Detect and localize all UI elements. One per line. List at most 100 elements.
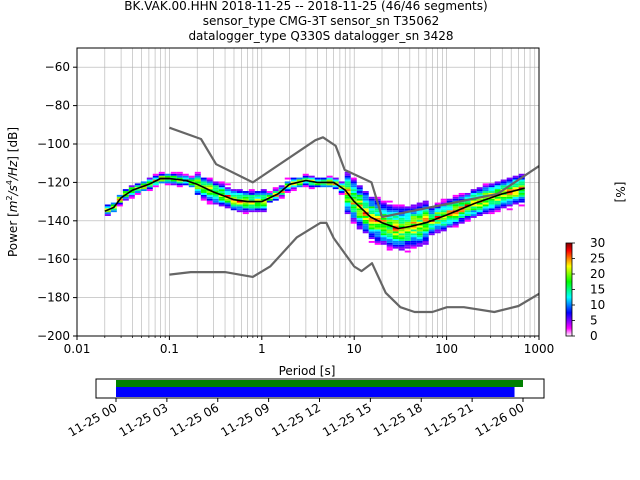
heatmap-cell — [374, 225, 381, 228]
heatmap-cell — [188, 185, 195, 188]
heatmap-cell — [506, 204, 513, 207]
heatmap-cell — [428, 216, 435, 218]
heatmap-cell — [164, 175, 171, 178]
heatmap-cell — [386, 204, 393, 207]
heatmap-cell — [470, 194, 477, 197]
heatmap-cell — [200, 196, 207, 199]
heatmap-cell — [446, 200, 453, 203]
heatmap-cell — [344, 194, 351, 197]
heatmap-cell — [368, 223, 375, 226]
heatmap-cell — [290, 179, 297, 182]
heatmap-cell — [230, 206, 237, 209]
heatmap-cell — [356, 225, 363, 228]
heatmap-cell — [494, 210, 501, 213]
heatmap-cell — [410, 223, 417, 226]
heatmap-cell — [404, 242, 411, 245]
heatmap-cell — [152, 183, 159, 186]
heatmap-cell — [398, 206, 405, 209]
heatmap-cell — [134, 189, 141, 192]
heatmap-cell — [266, 194, 273, 197]
heatmap-cell — [392, 225, 399, 228]
colorbar-tick-label: 10 — [590, 298, 605, 312]
heatmap-cell — [212, 187, 219, 190]
heatmap-cell — [512, 187, 519, 190]
heatmap-cell — [440, 229, 447, 232]
heatmap-cell — [344, 202, 351, 205]
heatmap-cell — [368, 240, 375, 243]
heatmap-cell — [380, 242, 387, 245]
heatmap-cell — [356, 221, 363, 224]
heatmap-cell — [386, 200, 393, 203]
heatmap-cell — [440, 210, 447, 213]
heatmap-cell — [350, 221, 357, 224]
heatmap-cell — [344, 177, 351, 180]
heatmap-cell — [242, 191, 249, 193]
heatmap-cell — [134, 192, 141, 195]
heatmap-cell — [452, 225, 459, 228]
heatmap-cell — [428, 227, 435, 230]
heatmap-cell — [272, 196, 279, 199]
heatmap-cell — [272, 192, 279, 195]
heatmap-cell — [158, 179, 165, 182]
heatmap-cell — [308, 181, 315, 184]
heatmap-cell — [182, 177, 189, 180]
heatmap-cell — [254, 208, 261, 211]
heatmap-cell — [500, 206, 507, 209]
heatmap-cell — [506, 187, 513, 190]
heatmap-cell — [170, 171, 177, 174]
heatmap-cell — [338, 191, 345, 193]
heatmap-cell — [410, 231, 417, 234]
heatmap-cell — [218, 189, 225, 192]
heatmap-cell — [500, 194, 507, 197]
heatmap-cell — [452, 219, 459, 222]
heatmap-cell — [440, 219, 447, 222]
heatmap-cell — [518, 185, 525, 188]
chart-title-line-2: sensor_type CMG-3T sensor_sn T35062 — [203, 14, 439, 28]
heatmap-cell — [428, 225, 435, 228]
heatmap-cell — [398, 217, 405, 220]
heatmap-cell — [464, 212, 471, 215]
heatmap-cell — [260, 208, 267, 211]
heatmap-cell — [374, 229, 381, 232]
heatmap-cell — [320, 183, 327, 186]
heatmap-cell — [398, 239, 405, 241]
heatmap-cell — [272, 198, 279, 201]
heatmap-cell — [380, 204, 387, 207]
heatmap-cell — [212, 183, 219, 186]
heatmap-cell — [380, 235, 387, 238]
heatmap-cell — [392, 216, 399, 218]
heatmap-cell — [350, 194, 357, 197]
heatmap-cell — [422, 214, 429, 216]
heatmap-cell — [284, 181, 291, 184]
heatmap-cell — [374, 239, 381, 241]
heatmap-cell — [236, 200, 243, 203]
heatmap-cell — [398, 214, 405, 216]
heatmap-cell — [134, 183, 141, 186]
heatmap-cell — [458, 202, 465, 205]
heatmap-cell — [194, 175, 201, 178]
heatmap-cell — [146, 181, 153, 184]
plot-frame — [76, 47, 540, 337]
heatmap-cell — [206, 177, 213, 180]
heatmap-cell — [464, 206, 471, 209]
heatmap-cell — [290, 185, 297, 188]
y-tick-label: −140 — [37, 214, 70, 228]
heatmap-cell — [512, 191, 519, 193]
heatmap-cell — [344, 171, 351, 174]
heatmap-cell — [212, 202, 219, 205]
heatmap-cell — [434, 231, 441, 234]
heatmap-cell — [428, 221, 435, 224]
heatmap-cell — [350, 187, 357, 190]
heatmap-cell — [230, 196, 237, 199]
heatmap-cell — [500, 204, 507, 207]
heatmap-cell — [422, 216, 429, 218]
heatmap-cell — [392, 240, 399, 243]
heatmap-cell — [458, 206, 465, 209]
heatmap-cell — [248, 202, 255, 205]
heatmap-cell — [440, 221, 447, 224]
heatmap-cell — [380, 217, 387, 220]
heatmap-cell — [386, 235, 393, 238]
heatmap-cell — [248, 191, 255, 193]
heatmap-cell — [326, 177, 333, 180]
